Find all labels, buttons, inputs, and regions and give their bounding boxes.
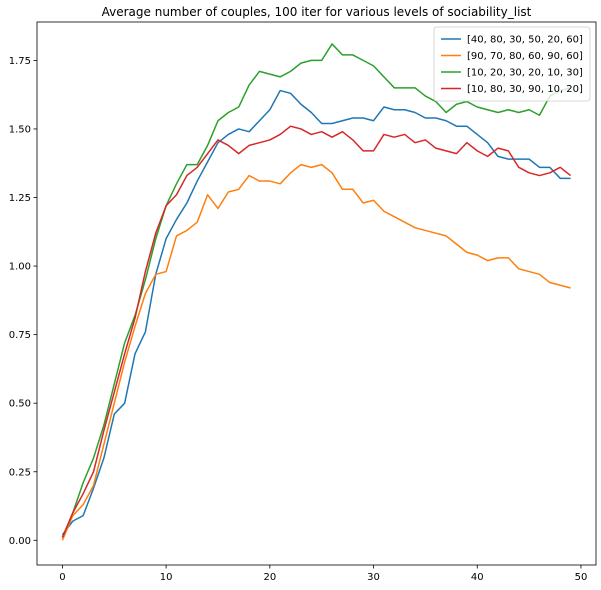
x-tick-label: 40 xyxy=(471,572,484,583)
x-tick-label: 10 xyxy=(160,572,173,583)
y-tick-label: 1.50 xyxy=(9,124,31,135)
y-tick-label: 0.00 xyxy=(9,536,31,547)
chart-title: Average number of couples, 100 iter for … xyxy=(102,5,532,19)
x-tick-label: 30 xyxy=(367,572,380,583)
y-tick-label: 0.50 xyxy=(9,399,31,410)
y-tick-label: 1.00 xyxy=(9,262,31,273)
x-tick-label: 0 xyxy=(59,572,65,583)
legend-box xyxy=(433,26,591,102)
series-line-4 xyxy=(61,125,572,538)
y-tick-label: 1.75 xyxy=(9,56,31,67)
x-tick-label: 20 xyxy=(263,572,276,583)
legend: [40, 80, 30, 50, 20, 60] [90, 70, 80, 60,… xyxy=(433,26,591,102)
series-line-3 xyxy=(61,43,571,538)
series-line-1 xyxy=(61,89,571,536)
plot-area xyxy=(61,43,572,541)
y-tick-label: 0.75 xyxy=(9,330,31,341)
axes: 0 10 20 30 40 50 0.00 0.25 0.50 0.75 1.00 1.25 1.50 1… xyxy=(9,21,597,583)
y-tick-label: 1.25 xyxy=(9,193,31,204)
y-tick-label: 0.25 xyxy=(9,467,31,478)
axes-frame xyxy=(36,21,597,566)
legend-label-2: [90, 70, 80, 60, 90, 60] xyxy=(467,51,583,62)
legend-label-4: [10, 80, 30, 90, 10, 20] xyxy=(467,84,583,95)
x-tick-label: 50 xyxy=(575,572,588,583)
series-line-2 xyxy=(61,163,571,541)
legend-label-1: [40, 80, 30, 50, 20, 60] xyxy=(467,35,583,46)
legend-label-3: [10, 20, 30, 20, 10, 30] xyxy=(467,68,583,79)
